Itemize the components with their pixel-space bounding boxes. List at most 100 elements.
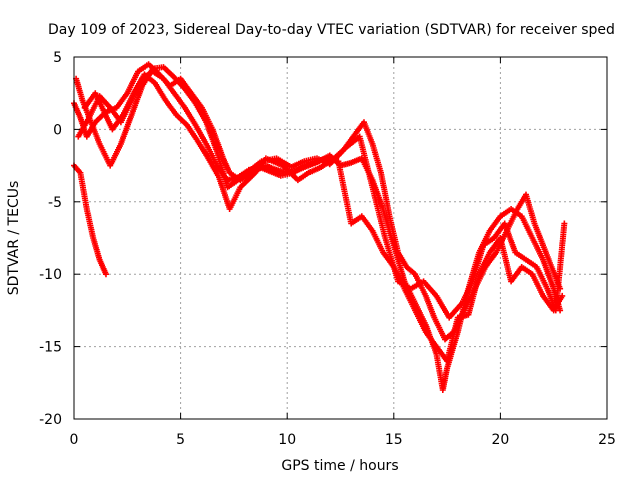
data-point-marks (135, 62, 150, 75)
ticks-layer (73, 56, 608, 420)
x-tick-label: 15 (385, 432, 403, 448)
data-point-marks (331, 145, 349, 162)
data-point-marks (226, 186, 243, 212)
y-tick-label: -20 (39, 412, 62, 428)
plot-frame (73, 56, 608, 420)
data-point-marks (160, 64, 176, 79)
data-point-marks (194, 138, 211, 160)
data-point-marks (529, 271, 546, 297)
data-point-marks (96, 140, 113, 167)
data-point-marks (512, 249, 528, 262)
data-point-marks (395, 278, 412, 291)
data-point-marks (446, 301, 464, 321)
data-point-marks (181, 104, 198, 127)
data-point-marks (162, 97, 179, 117)
data-point-marks (386, 213, 401, 254)
series-track-1 (71, 61, 564, 393)
data-point-marks (318, 156, 336, 170)
y-tick-label: 0 (53, 122, 62, 138)
data-point-marks (128, 84, 145, 118)
data-point-marks (205, 155, 221, 179)
x-tick-label: 20 (491, 432, 509, 448)
data-point-marks (533, 264, 550, 290)
data-point-marks (431, 314, 447, 341)
data-point-marks (540, 242, 554, 268)
x-tick-label: 5 (176, 432, 185, 448)
data-point-marks (420, 278, 438, 298)
chart-title: Day 109 of 2023, Sidereal Day-to-day VTE… (48, 22, 615, 38)
data-point-marks (120, 92, 136, 118)
series-track-4 (75, 68, 566, 365)
data-point-marks (523, 256, 538, 269)
data-point-marks (109, 113, 125, 133)
data-point-marks (382, 235, 401, 283)
data-point-marks (361, 119, 375, 145)
data-point-marks (235, 168, 250, 181)
series-track-5 (81, 71, 568, 321)
data-point-marks (469, 244, 486, 285)
data-point-marks (412, 307, 428, 334)
data-point-marks (412, 300, 428, 326)
data-point-marks (369, 227, 386, 254)
data-point-marks (356, 133, 375, 189)
data-point-marks (459, 280, 475, 307)
data-point-marks (117, 113, 134, 147)
data-point-marks (378, 169, 393, 218)
series-track-2 (73, 64, 564, 343)
data-point-marks (113, 91, 130, 111)
data-point-marks (294, 171, 310, 184)
x-tick-label: 25 (598, 432, 616, 448)
data-point-marks (403, 264, 417, 276)
data-point (561, 220, 568, 227)
x-tick-label: 0 (70, 432, 79, 448)
data-point-marks (130, 73, 147, 97)
data-point-marks (433, 292, 452, 319)
data-point-marks (531, 220, 546, 247)
data-point-marks (252, 157, 268, 176)
data-point-marks (173, 111, 189, 127)
data-point-marks (92, 90, 115, 131)
data-point-marks (480, 236, 496, 249)
data-point-marks (501, 220, 518, 254)
series-track-3 (71, 162, 109, 278)
data-point-marks (88, 119, 102, 145)
data-point-marks (518, 264, 534, 276)
data-point-marks (497, 207, 513, 220)
data-point-marks (369, 140, 384, 174)
data-point-marks (213, 162, 230, 182)
y-tick-label: -10 (39, 267, 62, 283)
data-point-marks (465, 273, 482, 318)
data-point-marks (529, 235, 546, 261)
data-point-marks (407, 279, 425, 292)
data-point-marks (224, 179, 238, 191)
data-point-marks (476, 251, 492, 278)
data-point-marks (273, 155, 293, 169)
data-point-marks (335, 158, 354, 225)
data-point-marks (184, 122, 200, 143)
data-point-marks (343, 134, 362, 150)
data-point-marks (237, 171, 257, 191)
data-point-marks (192, 122, 209, 145)
data-point-marks (497, 235, 514, 283)
data-point-marks (141, 71, 157, 85)
data-point-marks (171, 74, 187, 91)
data-point-marks (124, 70, 140, 97)
data-point-marks (203, 119, 220, 153)
data-point-marks (358, 213, 375, 233)
y-axis-label: SDTVAR / TECUs (6, 181, 22, 296)
data-point-marks (439, 367, 450, 393)
data-point-marks (395, 249, 409, 269)
data-point-marks (540, 256, 556, 290)
data-point-marks (83, 206, 96, 239)
data-point-marks (96, 93, 112, 110)
y-tick-label: -5 (48, 195, 62, 211)
y-tick-labels: -20 -15 -10 -5 0 5 (39, 50, 62, 428)
data-point-marks (422, 329, 439, 348)
data-point-marks (523, 191, 537, 225)
data-point-marks (181, 85, 198, 105)
data-point-marks (369, 184, 388, 239)
data-point-marks (216, 174, 232, 210)
y-tick-label: -15 (39, 340, 62, 356)
data-point-marks (192, 100, 209, 124)
